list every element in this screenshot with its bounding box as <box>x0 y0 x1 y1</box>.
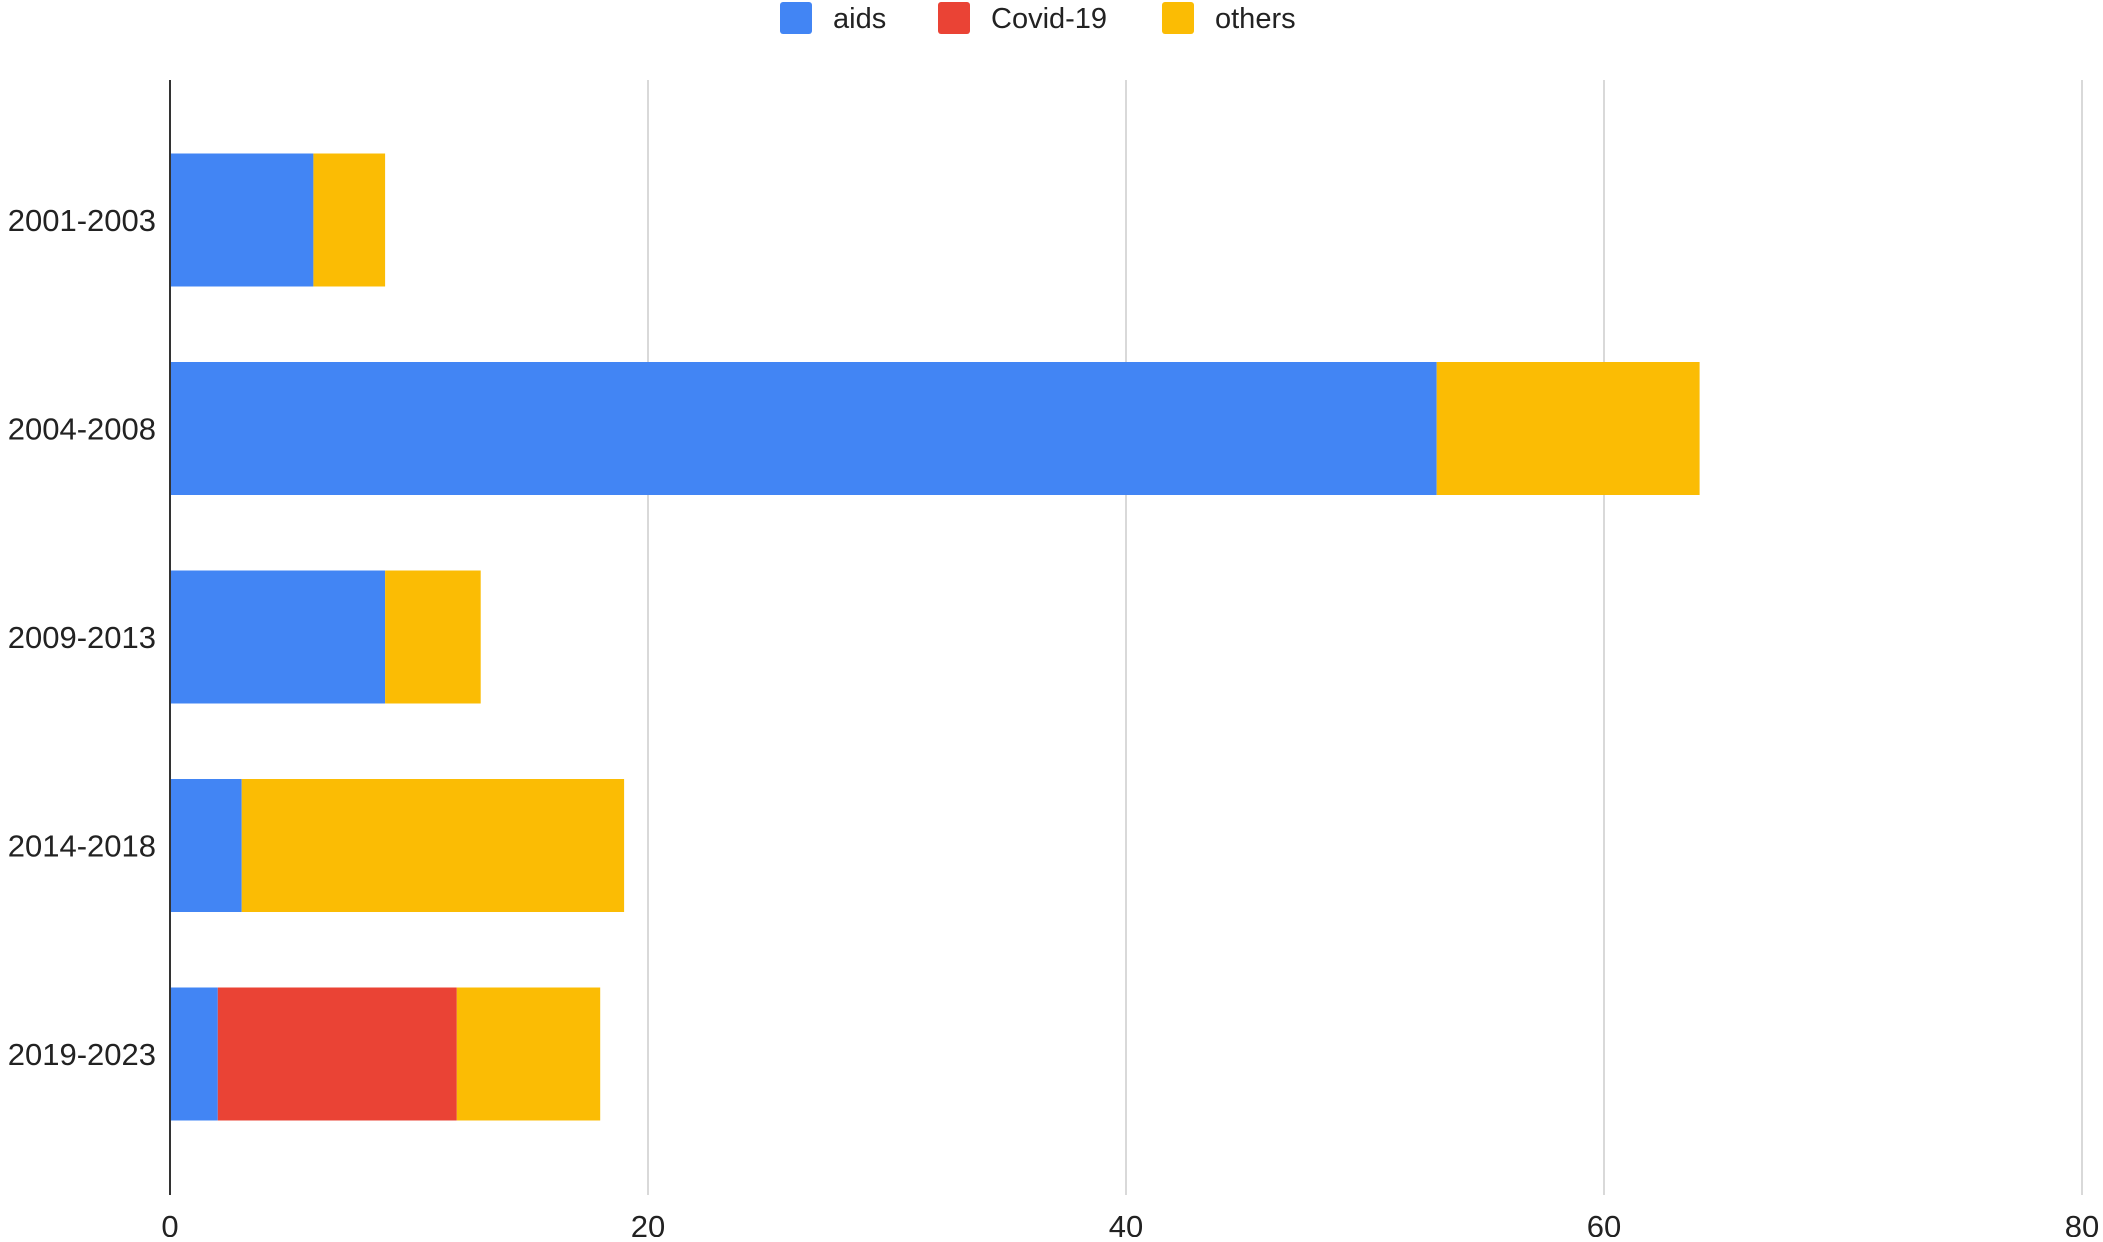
legend: aids Covid-19 others <box>780 2 1296 35</box>
category-label-2009-2013: 2009-2013 <box>8 620 156 655</box>
bar-2009-2013-others <box>385 570 481 704</box>
x-tick-label-40: 40 <box>1109 1209 1143 1237</box>
category-label-2019-2023: 2019-2023 <box>8 1037 156 1072</box>
category-label-2001-2003: 2001-2003 <box>8 203 156 238</box>
x-axis-tick-labels: 0 20 40 60 80 <box>161 1209 2099 1242</box>
bar-2014-2018-aids <box>170 779 242 912</box>
x-tick-label-20: 20 <box>631 1209 665 1237</box>
legend-swatch-aids <box>780 2 812 34</box>
x-tick-label-60: 60 <box>1587 1209 1621 1237</box>
x-tick-label-80: 80 <box>2065 1209 2099 1237</box>
bar-2019-2023-covid-19 <box>217 987 457 1121</box>
x-tick-label-0: 0 <box>161 1209 178 1237</box>
category-label-2004-2008: 2004-2008 <box>8 412 156 447</box>
bar-2009-2013-aids <box>170 570 386 704</box>
bar-2014-2018-others <box>241 779 625 912</box>
bar-2001-2003-aids <box>170 153 314 287</box>
bar-2001-2003-others <box>313 153 386 287</box>
bar-2004-2008-aids <box>170 362 1437 495</box>
bars <box>170 153 1700 1121</box>
y-axis-category-labels: 2001-2003 2004-2008 2009-2013 2014-2018 2019… <box>8 203 156 1072</box>
bar-2019-2023-others <box>456 987 601 1121</box>
legend-label-aids: aids <box>833 3 886 35</box>
category-label-2014-2018: 2014-2018 <box>8 829 156 864</box>
legend-label-covid-19: Covid-19 <box>991 3 1107 35</box>
legend-swatch-covid-19 <box>938 2 970 34</box>
legend-swatch-others <box>1162 2 1194 34</box>
gridlines <box>647 80 2083 1195</box>
bar-2004-2008-others <box>1436 362 1700 495</box>
bar-2019-2023-aids <box>170 987 218 1121</box>
legend-label-others: others <box>1215 3 1296 35</box>
